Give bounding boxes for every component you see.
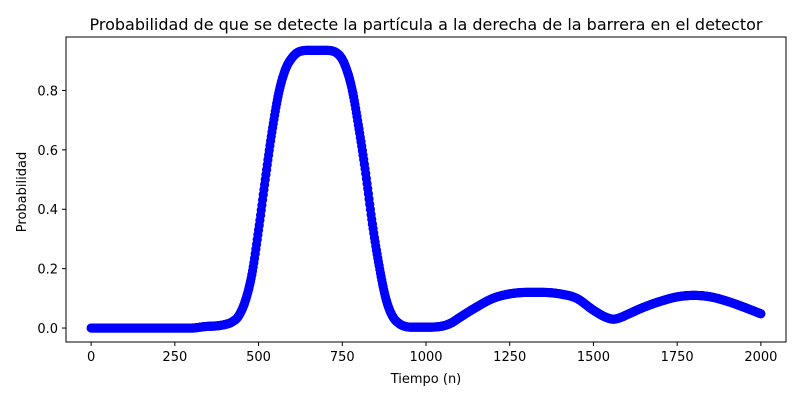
data-point	[756, 309, 766, 319]
y-tick-label: 0.4	[37, 203, 58, 218]
y-tick-label: 0.8	[37, 84, 58, 99]
x-tick-label: 0	[87, 350, 95, 365]
y-tick-label: 0.6	[37, 144, 58, 159]
x-tick-label: 1000	[409, 350, 442, 365]
chart-title: Probabilidad de que se detecte la partíc…	[90, 15, 763, 34]
x-tick-label: 1500	[577, 350, 610, 365]
y-axis-label: Probabilidad	[15, 152, 30, 232]
y-tick-label: 0.2	[37, 263, 58, 278]
x-tick-label: 750	[330, 350, 355, 365]
x-axis-label: Tiempo (n)	[390, 372, 462, 387]
y-tick-label: 0.0	[37, 322, 58, 337]
x-tick-label: 2000	[744, 350, 777, 365]
x-tick-label: 250	[162, 350, 187, 365]
x-tick-label: 1250	[493, 350, 526, 365]
x-tick-label: 1750	[661, 350, 694, 365]
x-tick-label: 500	[246, 350, 271, 365]
axes: 0 250 500 750 1000 1250 1500 1750 2000 0.0 0.2 0.4 0…	[37, 36, 787, 365]
data-points	[86, 45, 766, 333]
